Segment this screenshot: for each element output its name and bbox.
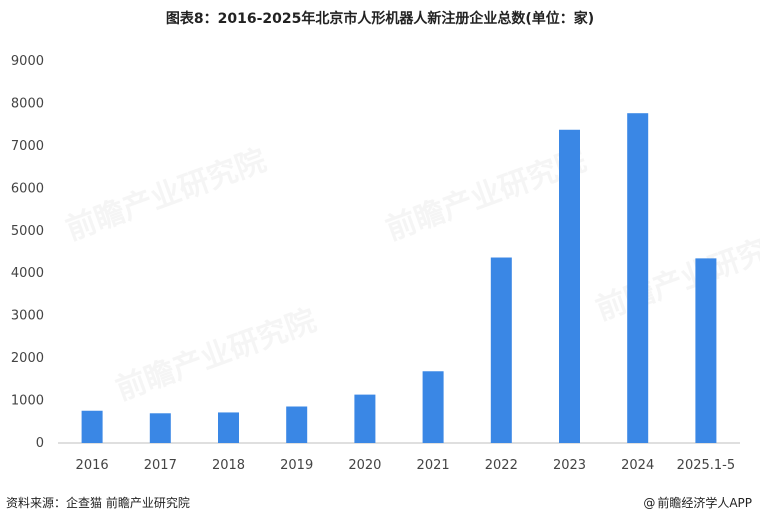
chart-title: 图表8：2016-2025年北京市人形机器人新注册企业总数(单位：家): [165, 11, 595, 27]
brand-label: @ 前瞻经济学人APP: [643, 494, 752, 511]
bar: [627, 113, 649, 443]
x-tick-label: 2023: [553, 458, 586, 473]
bar: [81, 410, 103, 443]
y-tick-label: 1000: [11, 394, 44, 409]
y-tick-label: 7000: [11, 139, 44, 154]
x-tick-label: 2024: [621, 458, 654, 473]
bar: [559, 129, 580, 443]
bar: [422, 371, 444, 443]
bar: [218, 412, 239, 443]
bar: [490, 257, 512, 443]
bar: [354, 394, 376, 443]
source-note: 资料来源：企查猫 前瞻产业研究院: [6, 496, 190, 510]
y-tick-label: 0: [36, 436, 44, 451]
y-tick-label: 8000: [11, 96, 44, 111]
bar: [695, 258, 717, 443]
y-tick-label: 3000: [11, 309, 44, 324]
x-tick-label: 2018: [212, 458, 245, 473]
y-tick-label: 5000: [11, 224, 44, 239]
x-tick-label: 2020: [348, 458, 381, 473]
y-tick-label: 6000: [11, 181, 44, 196]
bar: [149, 413, 171, 443]
brand-logo-icon: @: [643, 496, 656, 510]
y-tick-label: 9000: [11, 54, 44, 69]
x-tick-label: 2019: [280, 458, 313, 473]
x-tick-label: 2025.1-5: [677, 458, 735, 473]
x-tick-label: 2022: [485, 458, 518, 473]
y-tick-label: 4000: [11, 266, 44, 281]
x-tick-label: 2017: [144, 458, 177, 473]
x-tick-label: 2016: [76, 458, 109, 473]
brand-name: 前瞻经济学人APP: [657, 496, 752, 510]
bar: [286, 406, 308, 443]
x-tick-label: 2021: [417, 458, 450, 473]
bar-chart: 0 1000 2000 3000 4000 5000 6000 7000 8000 9000 201…: [11, 54, 740, 473]
y-tick-label: 2000: [11, 351, 44, 366]
